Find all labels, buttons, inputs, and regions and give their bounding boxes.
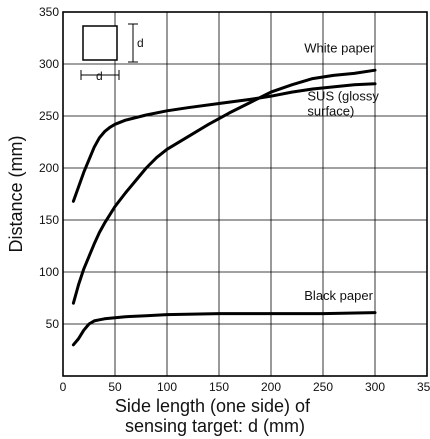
- x-axis-label-line-1: Side length (one side) of: [115, 396, 311, 416]
- series-line-0: [71, 68, 377, 305]
- y-tick-label-100: 100: [39, 265, 59, 279]
- series-label-0-line-0: White paper: [304, 41, 375, 56]
- series-label-0: White paper: [304, 41, 375, 56]
- target-inset: d d: [80, 23, 144, 83]
- y-tick-label-200: 200: [39, 161, 59, 175]
- series-label-2-line-0: Black paper: [304, 288, 373, 303]
- y-tick-label-300: 300: [39, 57, 59, 71]
- series-label-1-line-0: SUS (glossy: [307, 88, 379, 103]
- series-labels: White paper SUS (glossy surface) Black pape…: [304, 41, 379, 304]
- x-tick-label-350: 350: [417, 380, 430, 394]
- y-tick-label-350: 350: [39, 5, 59, 19]
- plot-frame: [62, 11, 428, 377]
- series-label-1-line-1: surface): [307, 103, 354, 118]
- x-tick-labels: 0 50 100 150 200 250 300 350: [60, 380, 430, 394]
- series-label-2: Black paper: [304, 288, 373, 303]
- y-tick-label-50: 50: [46, 317, 60, 331]
- series-lines: [71, 68, 377, 347]
- series-label-1: SUS (glossy surface): [307, 88, 379, 118]
- series-line-1: [71, 82, 377, 203]
- y-tick-label-250: 250: [39, 109, 59, 123]
- x-tick-label-0: 0: [60, 380, 67, 394]
- y-tick-label-150: 150: [39, 213, 59, 227]
- y-tick-labels: 50 100 150 200 250 300 350: [39, 5, 59, 331]
- series-line-2: [71, 311, 377, 347]
- x-tick-label-300: 300: [365, 380, 385, 394]
- target-square-icon: [82, 25, 118, 61]
- x-tick-label-50: 50: [108, 380, 122, 394]
- x-tick-label-250: 250: [313, 380, 333, 394]
- x-tick-label-200: 200: [261, 380, 281, 394]
- x-axis-label-line-2: sensing target: d (mm): [125, 416, 305, 436]
- grid: [63, 12, 427, 376]
- x-tick-label-100: 100: [157, 380, 177, 394]
- y-axis-label: Distance (mm): [6, 135, 26, 252]
- inset-width-label: d: [96, 69, 103, 83]
- x-axis-label: Side length (one side) of sensing target…: [115, 396, 315, 436]
- inset-height-label: d: [137, 36, 144, 50]
- x-tick-label-150: 150: [209, 380, 229, 394]
